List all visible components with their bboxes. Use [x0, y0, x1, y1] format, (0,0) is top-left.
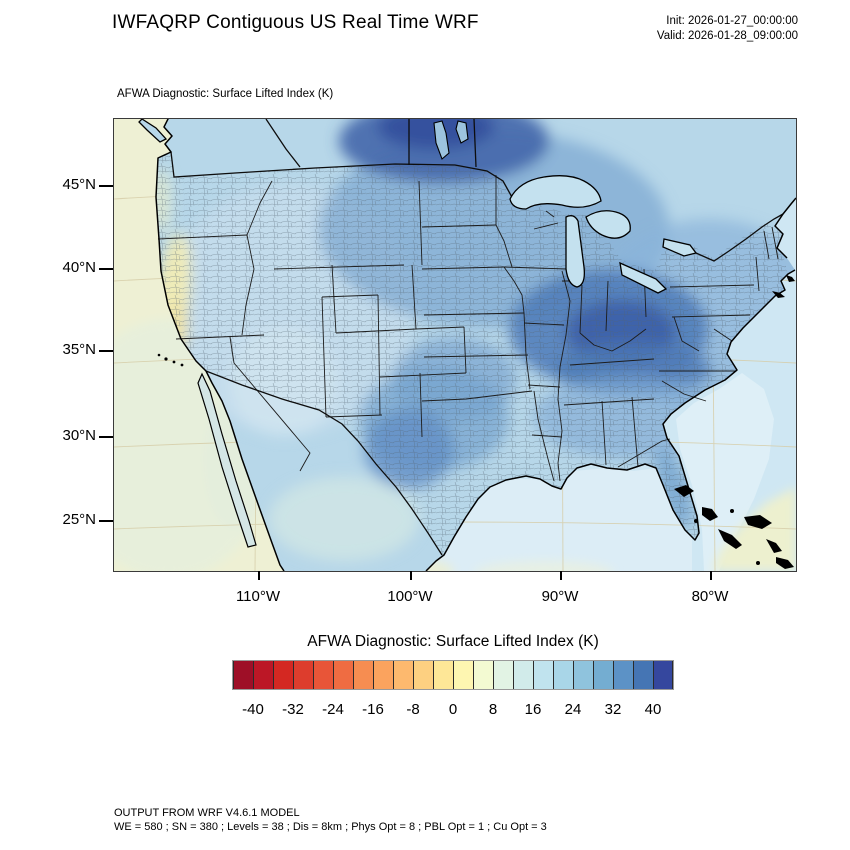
- colorbar-tick-label: 40: [644, 701, 662, 718]
- islands: [157, 275, 795, 569]
- county-texture: [156, 152, 788, 555]
- gulf-of-mexico: [284, 468, 692, 571]
- colorbar-cell: [633, 661, 653, 689]
- init-valid-times: Init: 2026-01-27_00:00:00 Valid: 2026-01…: [657, 14, 798, 44]
- colorbar-tick-label: 16: [524, 701, 542, 718]
- lat-tick-label: 40°N: [62, 259, 96, 276]
- lat-tick-mark: [99, 268, 113, 270]
- lake-michigan: [565, 215, 585, 288]
- colorbar-cell: [353, 661, 373, 689]
- footer-line-2: WE = 580 ; SN = 380 ; Levels = 38 ; Dis …: [114, 821, 547, 833]
- lon-tick-mark: [258, 571, 260, 580]
- colorbar-cell: [553, 661, 573, 689]
- lake-huron: [585, 210, 631, 239]
- colorbar-cell: [533, 661, 553, 689]
- init-time: Init: 2026-01-27_00:00:00: [666, 15, 798, 27]
- baja-california: [197, 372, 257, 548]
- lake-superior: [509, 175, 602, 210]
- footer-line-1: OUTPUT FROM WRF V4.6.1 MODEL: [114, 807, 300, 819]
- colorbar-tick-label: -32: [282, 701, 304, 718]
- colorbar-cell: [293, 661, 313, 689]
- colorbar-title: AFWA Diagnostic: Surface Lifted Index (K…: [307, 633, 599, 650]
- colorbar-cell: [593, 661, 613, 689]
- lat-tick-mark: [99, 350, 113, 352]
- lat-tick-label: 35°N: [62, 341, 96, 358]
- colorbar-tick-label: 24: [564, 701, 582, 718]
- lon-tick-label: 80°W: [691, 588, 729, 605]
- colorbar-tick-label: -24: [322, 701, 344, 718]
- colorbar-cell: [433, 661, 453, 689]
- colorbar-cell: [333, 661, 353, 689]
- footer-model-info: OUTPUT FROM WRF V4.6.1 MODEL WE = 580 ; …: [114, 806, 547, 834]
- colorbar-cell: [493, 661, 513, 689]
- colorbar-tick-label: 8: [488, 701, 498, 718]
- colorbar-tick-label: 0: [448, 701, 458, 718]
- colorbar-cell: [413, 661, 433, 689]
- colorbar-cell: [373, 661, 393, 689]
- colorbar-cell: [653, 661, 673, 689]
- lat-tick-mark: [99, 520, 113, 522]
- lon-tick-label: 90°W: [541, 588, 579, 605]
- lat-tick-mark: [99, 185, 113, 187]
- canadian-lakes: [433, 120, 469, 160]
- lon-tick-mark: [710, 571, 712, 580]
- colorbar-tick-label: -40: [242, 701, 264, 718]
- lon-tick-mark: [410, 571, 412, 580]
- colorbar-cell: [233, 661, 253, 689]
- colorbar-cell: [273, 661, 293, 689]
- vancouver-island: [138, 118, 168, 143]
- colorbar-cell: [573, 661, 593, 689]
- colorbar-cell: [613, 661, 633, 689]
- lat-tick-label: 30°N: [62, 427, 96, 444]
- colorbar-tick-label: -8: [406, 701, 420, 718]
- great-lakes: [509, 175, 698, 294]
- colorbar-cell: [473, 661, 493, 689]
- colorbar-cell: [253, 661, 273, 689]
- field-label: AFWA Diagnostic: Surface Lifted Index (K…: [117, 88, 334, 100]
- mexico-border: [205, 370, 443, 556]
- lat-tick-label: 45°N: [62, 176, 96, 193]
- lake-erie: [619, 261, 668, 294]
- colorbar-cell: [453, 661, 473, 689]
- lake-ontario: [662, 238, 698, 257]
- conus-map: [64, 116, 797, 587]
- atlantic-pale-band: [676, 373, 774, 571]
- lat-tick-mark: [99, 436, 113, 438]
- state-borders: [157, 175, 779, 482]
- lon-tick-label: 110°W: [235, 588, 281, 605]
- lat-tick-label: 25°N: [62, 511, 96, 528]
- colorbar: [232, 660, 674, 690]
- lon-tick-mark: [560, 571, 562, 580]
- canada-border: [170, 118, 784, 262]
- valid-time: Valid: 2026-01-28_09:00:00: [656, 30, 798, 42]
- colorbar-tick-label: 32: [604, 701, 622, 718]
- lon-tick-label: 100°W: [387, 588, 433, 605]
- colorbar-cell: [313, 661, 333, 689]
- map-plot-area: [64, 116, 797, 587]
- colorbar-cell: [393, 661, 413, 689]
- page-title: IWFAQRP Contiguous US Real Time WRF: [112, 12, 479, 33]
- colorbar-tick-label: -16: [362, 701, 384, 718]
- colorbar-cell: [513, 661, 533, 689]
- coastlines: [155, 116, 797, 572]
